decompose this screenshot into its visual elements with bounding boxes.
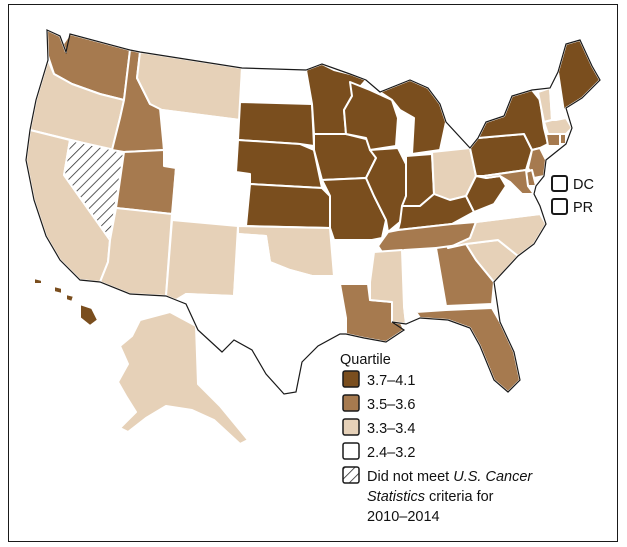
legend-label-q3: 3.3–3.4: [367, 421, 415, 437]
legend-label-na-line3: 2010–2014: [367, 509, 440, 525]
legend-label-q1: 3.7–4.1: [367, 373, 415, 389]
legend-title: Quartile: [340, 352, 391, 368]
state-CT[interactable]: [545, 133, 561, 147]
dc-label: DC: [573, 177, 594, 193]
us-outline: [25, 29, 601, 395]
state-FL[interactable]: [415, 307, 521, 393]
pr-box[interactable]: [551, 198, 568, 215]
dc-box[interactable]: [551, 175, 568, 192]
legend-swatch-q1: [342, 370, 360, 388]
state-NM[interactable]: [165, 219, 239, 301]
state-WY[interactable]: [161, 109, 241, 173]
state-AK[interactable]: [117, 311, 249, 445]
state-RI[interactable]: [559, 133, 567, 145]
state-KS[interactable]: [245, 183, 331, 229]
legend: Quartile 3.7–4.1 3.5–3.6 3.3–3.4 2.4–3.2…: [340, 352, 533, 525]
state-MA[interactable]: [543, 117, 573, 135]
legend-swatch-q2: [342, 394, 360, 412]
state-MD[interactable]: [483, 169, 535, 195]
state-CO[interactable]: [171, 167, 251, 227]
state-ND[interactable]: [239, 67, 313, 105]
state-SD[interactable]: [237, 101, 315, 147]
state-HI-islands: [33, 277, 75, 303]
territory-legend: DC PR: [551, 175, 594, 216]
legend-swatch-na: [342, 466, 360, 484]
state-HI[interactable]: [79, 303, 99, 327]
legend-label-q4: 2.4–3.2: [367, 445, 415, 461]
legend-swatch-q4: [342, 442, 360, 460]
legend-swatch-q3: [342, 418, 360, 436]
legend-label-q2: 3.5–3.6: [367, 397, 415, 413]
legend-label-na-line2: Statistics criteria for: [367, 489, 494, 505]
pr-label: PR: [573, 200, 593, 216]
states-layer: [25, 29, 601, 445]
legend-label-na-line1: Did not meet U.S. Cancer: [367, 469, 533, 485]
